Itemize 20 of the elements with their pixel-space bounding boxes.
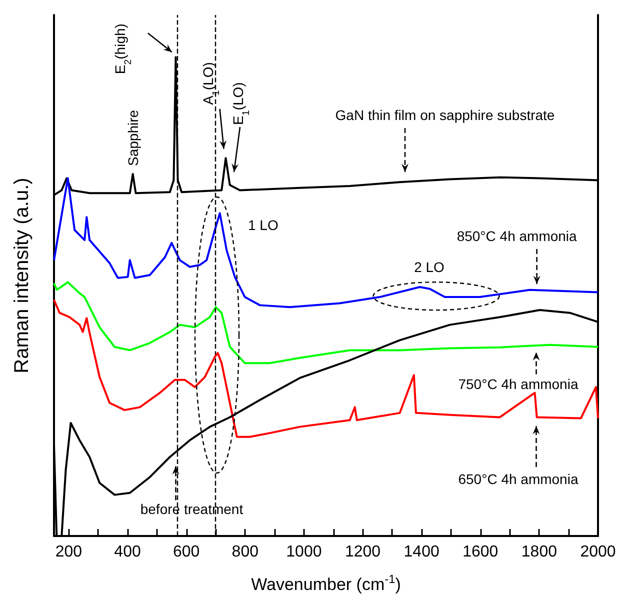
annotation: before treatment — [140, 501, 244, 518]
x-tick-label: 600 — [172, 544, 200, 560]
x-axis-title: Wavenumber (cm$^{-1}$) — [251, 572, 401, 594]
annotation: 750°C 4h ammonia — [458, 376, 578, 392]
annotation: 1 LO — [248, 217, 278, 233]
x-tick-label: 200 — [55, 544, 82, 560]
x-tick-label: 1000 — [286, 544, 322, 560]
annotation: Sapphire — [124, 110, 141, 166]
y-axis-title: Raman intensity (a.u.) — [11, 178, 33, 374]
x-tick-label: 1400 — [404, 544, 440, 560]
x-tick-label: 400 — [114, 544, 141, 560]
x-tick-label: 800 — [232, 544, 259, 560]
x-tick-label: 2000 — [580, 544, 616, 560]
annotation: 2 LO — [414, 259, 445, 276]
annotation: 650°C 4h ammonia — [458, 470, 578, 487]
x-tick-label: 1800 — [521, 544, 558, 560]
x-tick-label: 1200 — [344, 544, 381, 560]
x-tick-label: 1600 — [462, 544, 498, 560]
annotation: GaN thin film on sapphire substrate — [335, 107, 555, 123]
annotation: 850°C 4h ammonia — [456, 228, 578, 244]
